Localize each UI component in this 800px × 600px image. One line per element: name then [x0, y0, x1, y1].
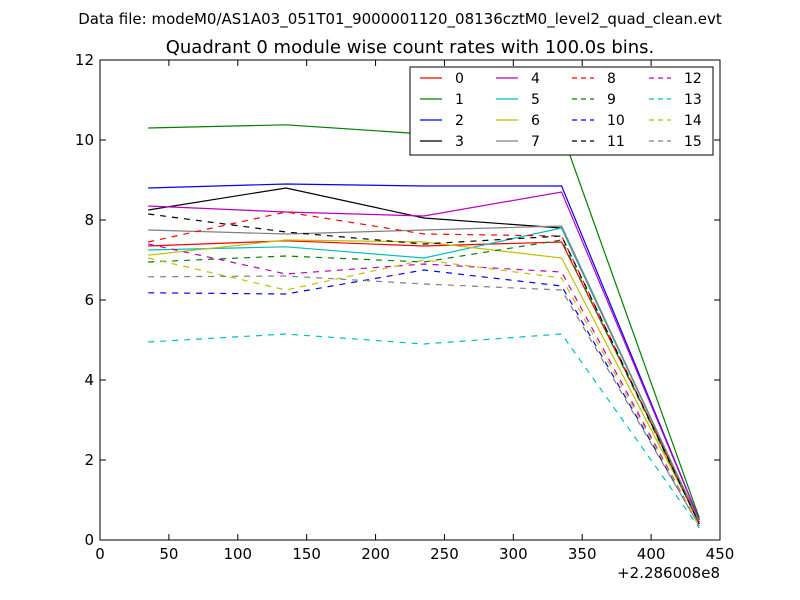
x-tick-label: 450 [706, 545, 735, 563]
legend-label-14: 14 [684, 113, 702, 129]
y-tick-label: 2 [84, 451, 94, 469]
legend-label-15: 15 [684, 134, 702, 150]
series-line-6 [148, 239, 700, 523]
figure-suptitle: Data file: modeM0/AS1A03_051T01_90000011… [78, 10, 722, 29]
legend-label-6: 6 [531, 113, 540, 129]
x-tick-label: 350 [568, 545, 597, 563]
legend-label-8: 8 [607, 71, 616, 87]
legend-label-13: 13 [684, 92, 702, 108]
legend-label-3: 3 [455, 134, 464, 150]
x-tick-label: 100 [223, 545, 252, 563]
x-tick-label: 400 [637, 545, 666, 563]
legend-label-0: 0 [455, 71, 464, 87]
y-tick-label: 0 [84, 531, 94, 549]
series-line-13 [148, 333, 700, 529]
legend-box [409, 66, 714, 156]
legend-label-9: 9 [607, 92, 616, 108]
series-line-14 [148, 257, 700, 527]
series-line-12 [148, 243, 700, 527]
x-tick-label: 150 [292, 545, 321, 563]
x-axis-offset-label: +2.286008e8 [617, 564, 720, 582]
y-tick-label: 6 [84, 291, 94, 309]
y-tick-label: 4 [84, 371, 94, 389]
series-line-7 [148, 225, 700, 523]
series-line-10 [148, 269, 700, 527]
series-line-4 [148, 191, 700, 521]
x-tick-label: 50 [159, 545, 178, 563]
y-tick-label: 12 [75, 51, 94, 69]
y-tick-label: 10 [75, 131, 94, 149]
legend-label-7: 7 [531, 134, 540, 150]
legend-label-10: 10 [607, 113, 625, 129]
legend-label-1: 1 [455, 92, 464, 108]
legend-label-4: 4 [531, 71, 540, 87]
legend-label-2: 2 [455, 113, 464, 129]
y-tick-label: 8 [84, 211, 94, 229]
legend-label-12: 12 [684, 71, 702, 87]
x-tick-label: 0 [95, 545, 105, 563]
series-layer [148, 124, 700, 529]
series-line-11 [148, 213, 700, 525]
x-tick-label: 250 [430, 545, 459, 563]
series-line-15 [148, 275, 700, 527]
series-line-2 [148, 183, 700, 521]
x-tick-label: 200 [361, 545, 390, 563]
legend-label-5: 5 [531, 92, 540, 108]
x-tick-label: 300 [499, 545, 528, 563]
chart-title: Quadrant 0 module wise count rates with … [166, 37, 655, 58]
series-line-8 [148, 211, 700, 525]
series-line-9 [148, 239, 700, 525]
legend-label-11: 11 [607, 134, 625, 150]
